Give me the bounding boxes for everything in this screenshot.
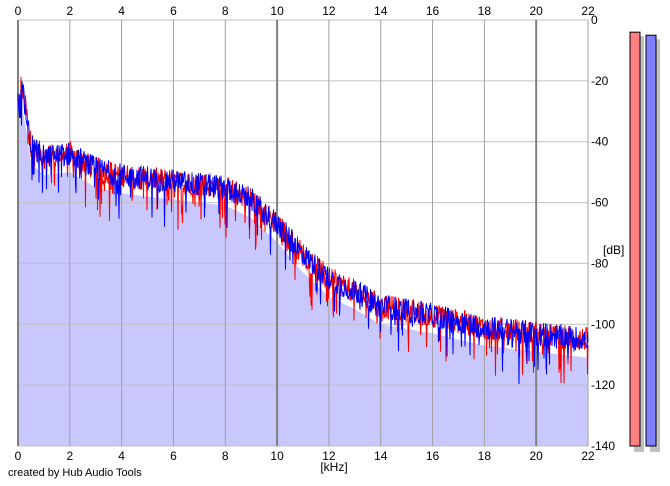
x-tick-label-bottom: 4: [118, 449, 125, 463]
y-tick-label: -140: [591, 439, 615, 453]
x-tick-label-top: 4: [118, 4, 125, 18]
x-tick-label-top: 0: [15, 4, 22, 18]
x-tick-label-bottom: 2: [66, 449, 73, 463]
y-tick-label: -100: [591, 317, 615, 331]
x-tick-label-bottom: 10: [270, 449, 284, 463]
x-tick-label-top: 16: [426, 4, 440, 18]
y-axis-label: [dB]: [603, 243, 624, 257]
y-tick-label: -40: [591, 135, 609, 149]
credit-text: created by Hub Audio Tools: [8, 467, 142, 479]
x-tick-label-top: 6: [170, 4, 177, 18]
series-line-right: [17, 81, 589, 385]
x-tick-label-top: 20: [530, 4, 544, 18]
x-tick-label-bottom: 12: [322, 449, 336, 463]
y-tick-label: -80: [591, 256, 609, 270]
x-tick-label-top: 10: [270, 4, 284, 18]
x-tick-label-top: 14: [374, 4, 388, 18]
y-tick-label: -120: [591, 378, 615, 392]
x-tick-label-top: 12: [322, 4, 336, 18]
x-tick-label-bottom: 18: [478, 449, 492, 463]
level-meter-left: [629, 31, 641, 447]
x-tick-label-top: 2: [66, 4, 73, 18]
spectrum-fill: [18, 90, 588, 446]
x-tick-label-bottom: 0: [15, 449, 22, 463]
x-tick-label-top: 22: [581, 4, 595, 18]
y-tick-label: -20: [591, 74, 609, 88]
y-tick-label: 0: [591, 13, 598, 27]
x-tick-label-bottom: 14: [374, 449, 388, 463]
x-tick-label-bottom: 6: [170, 449, 177, 463]
x-tick-label-bottom: 8: [222, 449, 229, 463]
x-tick-label-bottom: 20: [530, 449, 544, 463]
level-meter-right: [645, 34, 657, 447]
x-tick-label-bottom: 16: [426, 449, 440, 463]
x-tick-label-top: 8: [222, 4, 229, 18]
x-tick-label-bottom: 22: [581, 449, 595, 463]
y-tick-label: -60: [591, 196, 609, 210]
x-tick-label-top: 18: [478, 4, 492, 18]
x-axis-label: [kHz]: [320, 460, 347, 474]
